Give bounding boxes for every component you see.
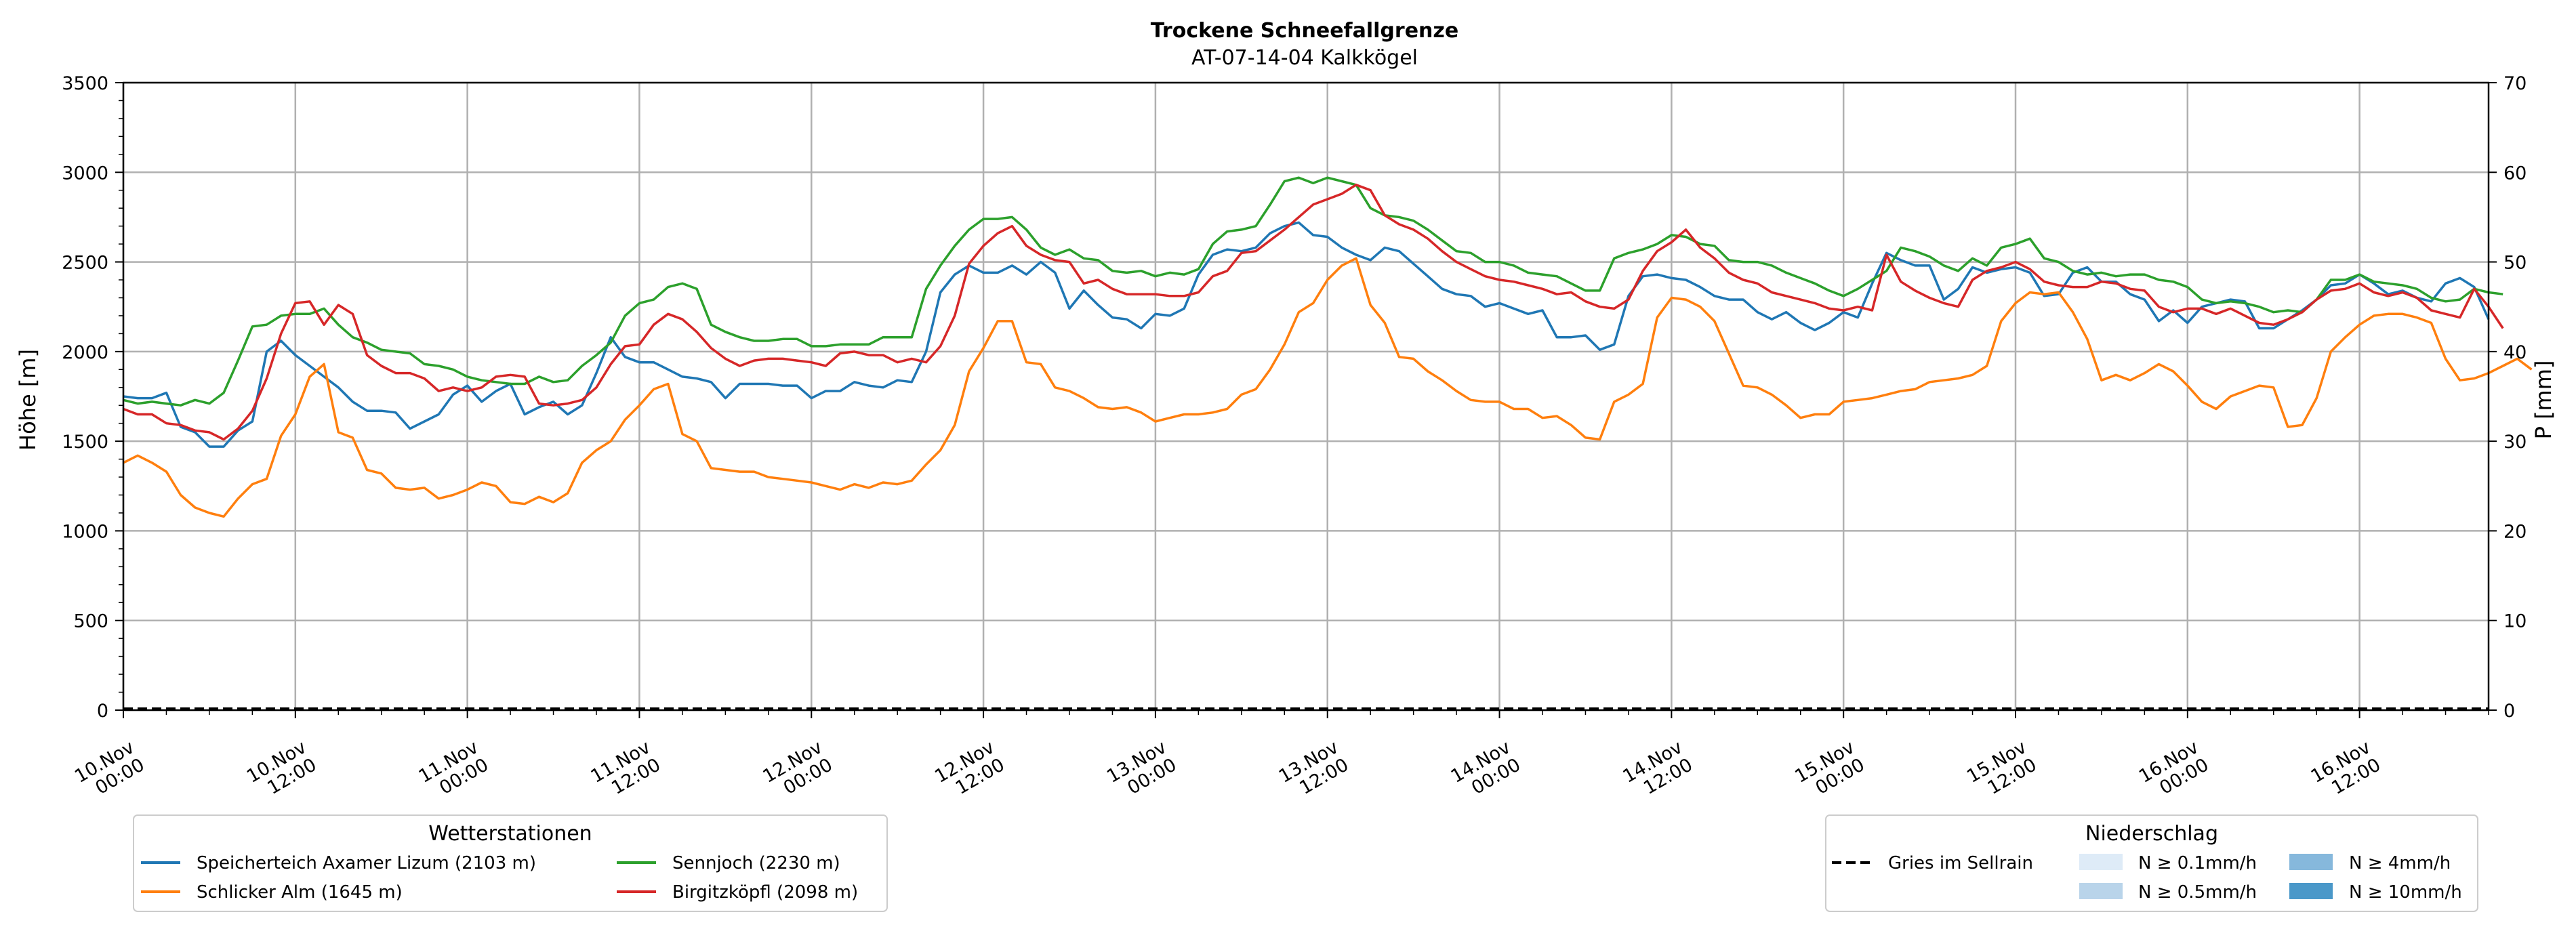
legend-entry-label: Gries im Sellrain xyxy=(1888,853,2033,873)
plot-lines xyxy=(123,176,2533,710)
legend-patch: N ≥ 10mm/h xyxy=(2289,882,2462,903)
y-tick-label: 3000 xyxy=(62,163,108,184)
y2-tick-label: 70 xyxy=(2503,73,2527,94)
x-tick-label: 11.Nov12:00 xyxy=(588,737,664,805)
x-tick-label: 14.Nov00:00 xyxy=(1448,737,1524,805)
legend-patch: N ≥ 0.1mm/h xyxy=(2079,853,2257,873)
plot-frame xyxy=(122,81,2490,711)
series-line xyxy=(123,221,2490,448)
y-axis-label: Höhe [m] xyxy=(15,349,41,451)
legend-entry: Sennjoch (2230 m) xyxy=(617,853,840,873)
y-tick-label: 1000 xyxy=(62,521,108,542)
x-tick-label: 10.Nov00:00 xyxy=(71,737,148,805)
legend-entry-label: Sennjoch (2230 m) xyxy=(672,853,840,873)
x-tick-label: 10.Nov12:00 xyxy=(243,737,320,805)
legend-entry: Schlicker Alm (1645 m) xyxy=(141,882,403,903)
legend-entry-label: Speicherteich Axamer Lizum (2103 m) xyxy=(197,853,536,873)
y-tick-label: 1500 xyxy=(62,432,108,453)
legend-entry-label: Schlicker Alm (1645 m) xyxy=(197,882,403,903)
legend-patch-label: N ≥ 10mm/h xyxy=(2349,882,2462,903)
x-tick-label: 14.Nov12:00 xyxy=(1620,737,1696,805)
legend-patch-swatch xyxy=(2289,883,2333,899)
x-tick-label: 11.Nov00:00 xyxy=(415,737,492,805)
chart-subtitle: AT-07-14-04 Kalkkögel xyxy=(1191,46,1418,70)
legend-precipitation: Niederschlag Gries im Sellrain N ≥ 0.1mm… xyxy=(1825,814,2478,912)
series-line xyxy=(123,184,2504,441)
y2-tick-label: 0 xyxy=(2503,701,2515,722)
y2-tick-label: 10 xyxy=(2503,611,2527,632)
y2-tick-label: 40 xyxy=(2503,342,2527,363)
x-tick-label: 12.Nov00:00 xyxy=(759,737,836,805)
legend-patch: N ≥ 0.5mm/h xyxy=(2079,882,2257,903)
legend-patch-label: N ≥ 0.5mm/h xyxy=(2138,882,2257,903)
grid xyxy=(122,81,2489,711)
x-tick-label: 16.Nov00:00 xyxy=(2135,737,2212,805)
x-tick-label: 15.Nov00:00 xyxy=(1791,737,1868,805)
y2-tick-label: 50 xyxy=(2503,253,2527,274)
axes: 0 500 1000 1500 2000 2500 3000 3500 0 10 20 30 40 50 6… xyxy=(62,73,2527,805)
legend-patch: N ≥ 4mm/h xyxy=(2289,853,2451,873)
legend-entry: Birgitzköpfl (2098 m) xyxy=(617,882,858,903)
y2-tick-label: 60 xyxy=(2503,163,2527,184)
legend-precipitation-title: Niederschlag xyxy=(2085,822,2218,846)
y-tick-label: 3500 xyxy=(62,73,108,94)
y-tick-label: 0 xyxy=(97,701,108,722)
x-tick-label: 16.Nov12:00 xyxy=(2308,737,2384,805)
y-tick-label: 500 xyxy=(73,611,108,632)
legend-patch-swatch xyxy=(2289,854,2333,870)
series-line xyxy=(123,176,2503,407)
legend-patch-swatch xyxy=(2079,883,2123,899)
y2-axis-label: P [mm] xyxy=(2531,360,2556,440)
x-tick-label: 12.Nov12:00 xyxy=(931,737,1008,805)
y-tick-label: 2500 xyxy=(62,253,108,274)
legend-patch-swatch xyxy=(2079,854,2123,870)
legend-stations: Wetterstationen Speicherteich Axamer Liz… xyxy=(133,814,888,912)
y-tick-label: 2000 xyxy=(62,342,108,363)
x-tick-label: 15.Nov12:00 xyxy=(1963,737,2040,805)
legend-entry-label: Birgitzköpfl (2098 m) xyxy=(672,882,858,903)
y2-tick-label: 30 xyxy=(2503,432,2527,453)
legend-entry: Speicherteich Axamer Lizum (2103 m) xyxy=(141,853,536,873)
x-tick-label: 13.Nov00:00 xyxy=(1103,737,1180,805)
legend-stations-title: Wetterstationen xyxy=(428,822,592,846)
legend-entry: Gries im Sellrain xyxy=(1832,853,2033,873)
y2-tick-label: 20 xyxy=(2503,521,2527,542)
legend-patch-label: N ≥ 4mm/h xyxy=(2349,853,2451,873)
chart-title: Trockene Schneefallgrenze xyxy=(1151,19,1458,43)
series-line xyxy=(123,257,2533,518)
x-tick-label: 13.Nov12:00 xyxy=(1275,737,1352,805)
legend-patch-label: N ≥ 0.1mm/h xyxy=(2138,853,2257,873)
